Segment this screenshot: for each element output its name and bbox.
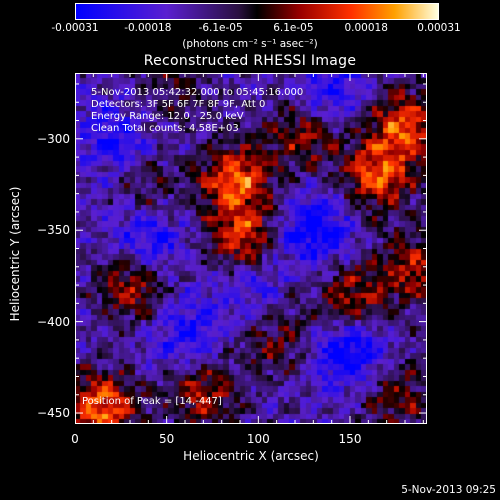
y-tick-label: −400 [37, 314, 70, 329]
axis-tick-marks [75, 73, 427, 424]
annotation-energy-range: Energy Range: 12.0 - 25.0 keV [91, 111, 244, 122]
y-tick-label: −300 [37, 131, 70, 146]
y-axis-label: Heliocentric Y (arcsec) [8, 186, 22, 322]
colorbar-units: (photons cm⁻² s⁻¹ asec⁻²) [182, 38, 318, 50]
colorbar-tick-label: 6.1e-05 [273, 22, 314, 34]
x-tick-label: 150 [338, 432, 362, 446]
colorbar-tick-label: -6.1e-05 [198, 22, 243, 34]
plot-border [75, 73, 427, 424]
colorbar-tick-label: 0.00018 [344, 22, 388, 34]
peak-position-label: Position of Peak = [14,-447] [82, 396, 222, 407]
colorbar-tick-label: -0.00018 [124, 22, 172, 34]
x-tick-label: 50 [159, 432, 175, 446]
x-axis-label: Heliocentric X (arcsec) [183, 449, 319, 463]
y-tick-label: −350 [37, 223, 70, 238]
colorbar-gradient [76, 4, 438, 19]
chart-title: Reconstructed RHESSI Image [143, 53, 357, 69]
y-axis-label-wrap: Heliocentric Y (arcsec) [6, 187, 26, 322]
annotation-time-range: 5-Nov-2013 05:42:32.000 to 05:45:16.000 [91, 87, 304, 98]
x-tick-label: 100 [246, 432, 270, 446]
colorbar-tick-label: -0.00031 [51, 22, 99, 34]
colorbar-tick-label: 0.00031 [417, 22, 461, 34]
plot-area [75, 73, 427, 424]
annotation-detectors: Detectors: 3F 5F 6F 7F 8F 9F, Att 0 [91, 99, 266, 110]
x-tick-label: 0 [71, 432, 79, 446]
colorbar [75, 3, 439, 20]
annotation-counts: Clean Total counts: 4.58E+03 [91, 123, 239, 134]
y-tick-label: −450 [37, 406, 70, 421]
datestamp: 5-Nov-2013 09:25 [401, 484, 496, 496]
heatmap-image [75, 73, 427, 424]
